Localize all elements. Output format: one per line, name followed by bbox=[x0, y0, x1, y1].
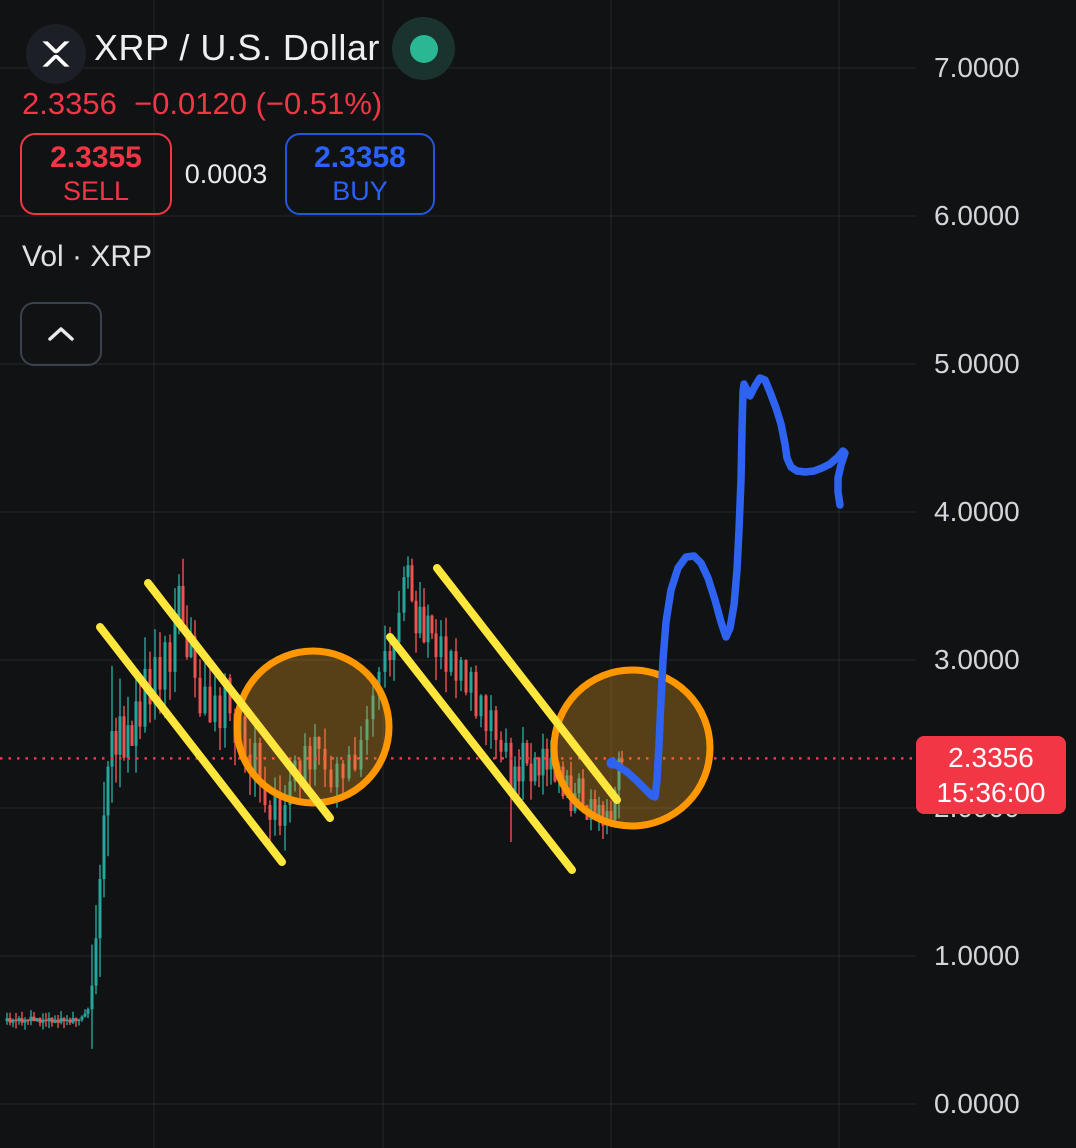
sell-label: SELL bbox=[62, 175, 130, 206]
xrp-logo-icon bbox=[42, 41, 70, 67]
trendline[interactable] bbox=[144, 579, 334, 822]
price-gap bbox=[117, 86, 134, 121]
market-open-dot-icon bbox=[409, 34, 438, 63]
highlight-circle[interactable] bbox=[550, 666, 714, 830]
projection-path[interactable] bbox=[608, 374, 849, 801]
buy-label: BUY bbox=[332, 175, 388, 206]
sell-price: 2.3355 bbox=[50, 141, 142, 175]
badge-price: 2.3356 bbox=[948, 742, 1034, 773]
buy-button[interactable]: 2.3358 BUY bbox=[285, 133, 435, 215]
y-axis-tick: 5.0000 bbox=[934, 348, 1020, 379]
last-price-and-change: 2.3356 −0.0120 (−0.51%) bbox=[22, 86, 382, 122]
spread-value: 0.0003 bbox=[184, 158, 268, 189]
symbol-logo[interactable] bbox=[26, 24, 86, 84]
badge-time: 15:36:00 bbox=[936, 777, 1046, 808]
trendline[interactable] bbox=[386, 633, 576, 874]
gridlines bbox=[0, 0, 916, 1148]
symbol-title[interactable]: XRP / U.S. Dollar bbox=[94, 27, 380, 68]
y-axis-tick: 4.0000 bbox=[934, 496, 1020, 527]
price-value: 2.3356 bbox=[22, 86, 117, 121]
last-price-badge: 2.3356 15:36:00 bbox=[916, 736, 1066, 814]
buy-price: 2.3358 bbox=[314, 141, 406, 175]
highlight-circle[interactable] bbox=[233, 647, 393, 807]
trendline[interactable] bbox=[96, 623, 286, 866]
y-axis-tick: 3.0000 bbox=[934, 644, 1020, 675]
y-axis-tick: 0.0000 bbox=[934, 1088, 1020, 1119]
volume-indicator-label[interactable]: Vol · XRP bbox=[22, 240, 153, 273]
market-status-indicator bbox=[392, 17, 455, 80]
chevron-up-icon bbox=[48, 327, 74, 341]
sell-button[interactable]: 2.3355 SELL bbox=[20, 133, 172, 215]
expand-indicator-button[interactable] bbox=[20, 302, 102, 366]
trendline[interactable] bbox=[433, 564, 621, 804]
y-axis-tick: 6.0000 bbox=[934, 200, 1020, 231]
y-axis-tick: 1.0000 bbox=[934, 940, 1020, 971]
chart-drawings[interactable] bbox=[96, 374, 849, 874]
price-change: −0.0120 (−0.51%) bbox=[134, 86, 383, 121]
y-axis-tick: 7.0000 bbox=[934, 52, 1020, 83]
